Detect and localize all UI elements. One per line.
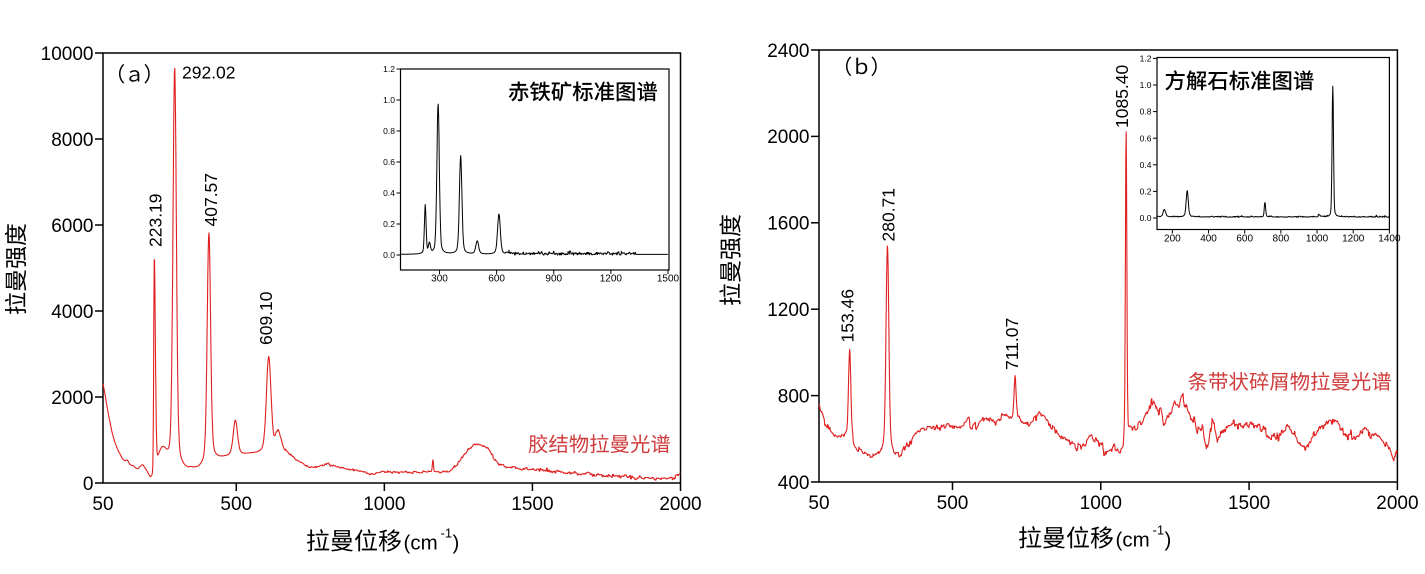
svg-text:600: 600 <box>488 274 505 285</box>
svg-text:0.6: 0.6 <box>383 157 395 167</box>
svg-text:300: 300 <box>431 274 448 285</box>
svg-text:0: 0 <box>83 474 94 495</box>
svg-text:2000: 2000 <box>659 494 701 515</box>
svg-text:6000: 6000 <box>51 216 93 237</box>
svg-text:0.6: 0.6 <box>1140 133 1152 143</box>
svg-text:292.02: 292.02 <box>182 62 236 82</box>
svg-text:0.8: 0.8 <box>1140 107 1152 117</box>
svg-text:2000: 2000 <box>51 388 93 409</box>
svg-text:1000: 1000 <box>1080 493 1122 514</box>
svg-text:1500: 1500 <box>1228 493 1270 514</box>
svg-text:0.0: 0.0 <box>1140 213 1152 223</box>
svg-text:800: 800 <box>1273 234 1290 245</box>
svg-text:50: 50 <box>92 494 113 515</box>
svg-text:1.2: 1.2 <box>383 64 395 74</box>
svg-text:1.0: 1.0 <box>1140 80 1152 90</box>
svg-text:-1: -1 <box>441 526 453 541</box>
svg-text:400: 400 <box>778 473 810 494</box>
svg-text:1400: 1400 <box>1378 234 1401 245</box>
svg-text:800: 800 <box>778 386 810 407</box>
svg-text:1500: 1500 <box>657 274 680 285</box>
svg-text:500: 500 <box>220 494 252 515</box>
svg-text:1500: 1500 <box>511 494 553 515</box>
svg-text:4000: 4000 <box>51 302 93 323</box>
svg-text:609.10: 609.10 <box>256 291 276 345</box>
svg-text:1600: 1600 <box>767 214 809 235</box>
svg-text:1000: 1000 <box>1306 234 1329 245</box>
svg-text:10000: 10000 <box>41 44 94 65</box>
svg-text:2000: 2000 <box>767 127 809 148</box>
svg-text:1200: 1200 <box>767 300 809 321</box>
svg-text:500: 500 <box>937 493 969 514</box>
svg-text:1085.40: 1085.40 <box>1112 64 1132 128</box>
svg-text:153.46: 153.46 <box>837 289 857 343</box>
svg-text:(cm: (cm <box>404 532 438 555</box>
svg-text:900: 900 <box>545 274 562 285</box>
svg-text:8000: 8000 <box>51 130 93 151</box>
svg-text:-1: -1 <box>1153 523 1165 538</box>
svg-text:1.0: 1.0 <box>383 95 395 105</box>
svg-text:0.2: 0.2 <box>1140 187 1152 197</box>
svg-text:1000: 1000 <box>363 494 405 515</box>
svg-text:280.71: 280.71 <box>878 188 898 242</box>
svg-text:): ) <box>453 532 460 555</box>
svg-text:223.19: 223.19 <box>146 193 166 247</box>
svg-text:0.2: 0.2 <box>383 219 395 229</box>
svg-text:0.4: 0.4 <box>383 188 395 198</box>
svg-text:1.2: 1.2 <box>1140 54 1152 64</box>
svg-text:600: 600 <box>1236 234 1253 245</box>
svg-text:0.4: 0.4 <box>1140 160 1152 170</box>
svg-text:50: 50 <box>808 493 829 514</box>
svg-text:0.8: 0.8 <box>383 126 395 136</box>
svg-text:400: 400 <box>1200 234 1217 245</box>
svg-text:2000: 2000 <box>1376 493 1418 514</box>
svg-text:1200: 1200 <box>1342 234 1365 245</box>
svg-text:1200: 1200 <box>600 274 623 285</box>
svg-text:): ) <box>1165 529 1172 552</box>
svg-text:2400: 2400 <box>767 41 809 62</box>
svg-text:711.07: 711.07 <box>1002 318 1022 370</box>
svg-text:0.0: 0.0 <box>383 250 395 260</box>
svg-text:407.57: 407.57 <box>201 173 221 227</box>
svg-text:200: 200 <box>1164 234 1181 245</box>
svg-text:(cm: (cm <box>1116 529 1150 552</box>
